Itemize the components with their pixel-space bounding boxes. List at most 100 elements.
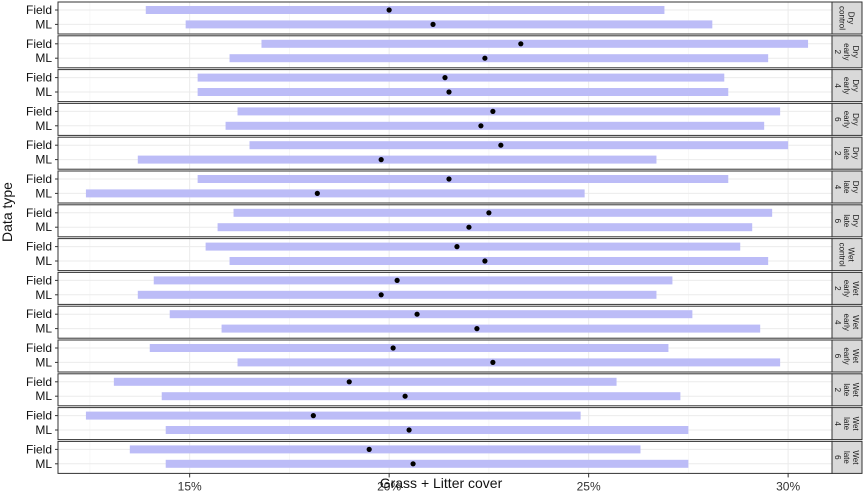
facet-strip-line: 2 xyxy=(833,151,842,156)
ml-point-estimate xyxy=(446,89,452,95)
facet-strip-label: Wetearly4 xyxy=(833,314,860,331)
facet-strip xyxy=(831,170,863,204)
ml-point-estimate xyxy=(482,258,488,264)
ml-point-estimate xyxy=(314,190,320,196)
facet-strip-line: late xyxy=(842,181,851,194)
row-label-field: Field xyxy=(26,37,52,51)
field-interval-bar xyxy=(237,107,781,116)
field-point-estimate xyxy=(486,210,492,216)
field-point-estimate xyxy=(346,379,352,385)
facet-strip-line: early xyxy=(842,111,851,128)
facet-strip-label: Drylate6 xyxy=(833,214,860,227)
facet-strip-line: control xyxy=(838,6,847,30)
field-interval-bar xyxy=(261,39,809,48)
field-point-estimate xyxy=(390,345,396,351)
x-axis: 15% 20% 25% 30% xyxy=(178,473,800,493)
facet-strip-line: 4 xyxy=(833,421,842,426)
row-label-ml: ML xyxy=(35,254,52,268)
row-label-ml: ML xyxy=(35,119,52,133)
ml-interval-bar xyxy=(229,54,769,63)
row-label-ml: ML xyxy=(35,153,52,167)
field-interval-bar xyxy=(85,411,581,420)
field-interval-bar xyxy=(149,344,669,352)
field-interval-bar xyxy=(169,310,693,319)
facet-strip-line: Dry xyxy=(851,215,860,227)
field-point-estimate xyxy=(414,311,420,317)
row-label-field: Field xyxy=(26,3,52,17)
facet-strip-line: 2 xyxy=(833,50,842,55)
row-label-ml: ML xyxy=(35,288,52,302)
facet-strip-line: Wet xyxy=(851,417,860,432)
ml-interval-bar xyxy=(185,20,713,29)
field-interval-bar xyxy=(113,377,617,386)
facet-strip-line: early xyxy=(842,77,851,94)
facet-strip-line: late xyxy=(842,214,851,227)
field-point-estimate xyxy=(518,41,524,47)
facet-strip-line: 2 xyxy=(833,388,842,393)
ml-point-estimate xyxy=(482,55,488,61)
facet-strip xyxy=(831,102,863,136)
row-label-ml: ML xyxy=(35,17,52,31)
row-label-field: Field xyxy=(26,104,52,118)
facet-strip-line: Wet xyxy=(851,450,860,465)
field-interval-bar xyxy=(249,141,789,150)
row-label-ml: ML xyxy=(35,457,52,471)
field-interval-bar xyxy=(153,276,673,285)
field-point-estimate xyxy=(366,446,372,452)
field-interval-bar xyxy=(129,445,641,454)
ml-interval-bar xyxy=(229,257,769,265)
facet-strip xyxy=(831,136,863,170)
facet-strip-label: Dryearly2 xyxy=(833,43,860,60)
row-label-field: Field xyxy=(26,71,52,85)
ml-interval-bar xyxy=(165,426,689,434)
facet-strip xyxy=(831,305,863,339)
facet-strip-line: control xyxy=(838,243,847,267)
field-interval-bar xyxy=(145,6,665,14)
field-interval-bar xyxy=(197,175,729,183)
field-point-estimate xyxy=(498,142,504,148)
facet-strip-label: Wetearly2 xyxy=(833,280,860,297)
facet-strip-line: Wet xyxy=(851,349,860,364)
facet-strip-label: Dryearly6 xyxy=(833,111,860,128)
row-label-field: Field xyxy=(26,172,52,186)
row-label-ml: ML xyxy=(35,322,52,336)
ml-point-estimate xyxy=(474,326,480,332)
facet-strip-line: late xyxy=(842,383,851,396)
field-point-estimate xyxy=(310,413,316,419)
ml-interval-bar xyxy=(137,290,657,299)
x-tick-label: 20% xyxy=(377,479,401,493)
facet-strip-label: Drycontrol xyxy=(838,6,856,30)
x-tick-label: 30% xyxy=(776,479,800,493)
facet-strip-line: 4 xyxy=(833,320,842,325)
facet-strip xyxy=(831,204,863,238)
facet-strip-line: 4 xyxy=(833,185,842,190)
row-label-ml: ML xyxy=(35,423,52,437)
facet-strip-label: Wetlate6 xyxy=(833,450,860,465)
facet-strip-line: 2 xyxy=(833,286,842,291)
facet-strip-line: late xyxy=(842,417,851,430)
ml-point-estimate xyxy=(406,427,412,433)
row-label-field: Field xyxy=(26,206,52,220)
facet-strip-label: Drylate4 xyxy=(833,181,860,194)
facet-strip xyxy=(831,407,863,441)
row-label-field: Field xyxy=(26,240,52,254)
facet-strip-line: Dry xyxy=(851,79,860,91)
facet-strip-line: Dry xyxy=(851,181,860,193)
facet-strip-line: 6 xyxy=(833,219,842,224)
facet-strip-label: Drylate2 xyxy=(833,147,860,160)
field-point-estimate xyxy=(394,277,400,283)
ml-interval-bar xyxy=(161,392,681,401)
ml-point-estimate xyxy=(490,359,496,365)
facet-strip-line: late xyxy=(842,147,851,160)
field-point-estimate xyxy=(454,244,460,250)
row-label-ml: ML xyxy=(35,220,52,234)
row-label-field: Field xyxy=(26,307,52,321)
